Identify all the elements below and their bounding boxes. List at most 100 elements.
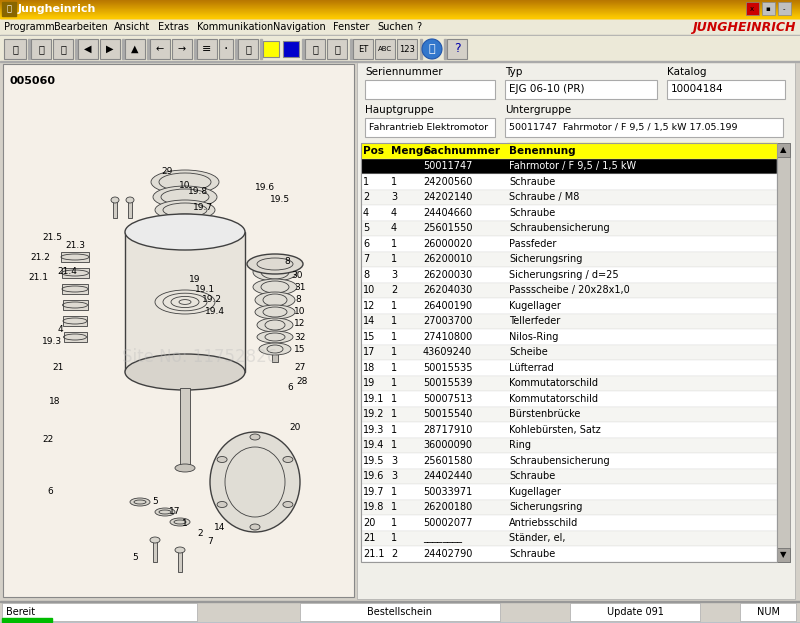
Bar (0, 8, 800, 9)
Text: 5: 5 (363, 223, 370, 233)
Text: 26204030: 26204030 (423, 285, 472, 295)
Text: 26200030: 26200030 (423, 270, 472, 280)
Text: ←: ← (156, 44, 164, 54)
Bar (361, 329, 777, 345)
Text: 8: 8 (295, 295, 301, 303)
Bar (361, 174, 777, 189)
Ellipse shape (283, 457, 293, 462)
Text: 1: 1 (391, 177, 397, 187)
Bar (746, 2, 759, 15)
Text: 24404660: 24404660 (423, 207, 472, 218)
Text: 18: 18 (363, 363, 375, 373)
Bar (0, 14, 800, 16)
Text: Jungheinrich: Jungheinrich (18, 4, 96, 14)
Text: 26400190: 26400190 (423, 301, 472, 311)
Text: 50007513: 50007513 (423, 394, 472, 404)
Text: Menge: Menge (391, 146, 430, 156)
Text: 005060: 005060 (10, 76, 56, 86)
Text: 8: 8 (284, 257, 290, 267)
Text: 3: 3 (391, 471, 397, 481)
Text: 27410800: 27410800 (423, 332, 472, 342)
Text: 29: 29 (162, 168, 173, 176)
Text: Schraubensicherung: Schraubensicherung (509, 456, 610, 466)
Text: 6: 6 (287, 383, 293, 391)
Text: 5: 5 (132, 553, 138, 561)
Text: Schraubensicherung: Schraubensicherung (509, 223, 610, 233)
Text: ET: ET (358, 44, 368, 54)
Text: 32: 32 (294, 333, 306, 341)
Text: 25601580: 25601580 (423, 456, 472, 466)
Text: 20: 20 (290, 422, 301, 432)
Text: 27: 27 (294, 363, 306, 371)
Bar (0, 601, 800, 623)
Bar (62, 284, 88, 294)
Text: Bereit: Bereit (6, 607, 35, 617)
Bar (263, 41, 279, 57)
Text: Sachnummer: Sachnummer (423, 146, 500, 156)
Text: Bürstenbrücke: Bürstenbrücke (509, 409, 580, 419)
Text: 123: 123 (399, 44, 415, 54)
Text: Suchen: Suchen (378, 22, 414, 32)
Ellipse shape (253, 279, 297, 295)
Text: 31: 31 (294, 282, 306, 292)
Bar (361, 468, 777, 484)
Text: 50033971: 50033971 (423, 487, 472, 497)
Bar (63, 316, 87, 326)
Text: Kommutatorschild: Kommutatorschild (509, 394, 598, 404)
Text: 19.4: 19.4 (363, 440, 384, 450)
Text: ________: ________ (423, 533, 462, 543)
Bar (361, 484, 777, 500)
Text: Fenster: Fenster (333, 22, 369, 32)
Bar (447, 39, 467, 59)
Text: 1: 1 (391, 239, 397, 249)
Bar (327, 39, 347, 59)
Text: Programm: Programm (4, 22, 54, 32)
Text: 28717910: 28717910 (423, 425, 472, 435)
Text: 19.1: 19.1 (363, 394, 384, 404)
Bar (361, 546, 777, 561)
Text: 25601550: 25601550 (423, 223, 473, 233)
Bar (75, 39, 77, 59)
Text: 19.5: 19.5 (363, 456, 385, 466)
Text: 1: 1 (391, 363, 397, 373)
Ellipse shape (175, 464, 195, 472)
Bar (0, 4, 800, 5)
Text: Ansicht: Ansicht (114, 22, 150, 32)
Bar (0, 15, 800, 16)
Ellipse shape (126, 197, 134, 203)
Text: Typ: Typ (505, 67, 522, 77)
Bar (0, 13, 800, 14)
Bar (361, 313, 777, 329)
Text: 7: 7 (207, 538, 213, 546)
Text: 19.2: 19.2 (202, 295, 222, 305)
Text: 14: 14 (363, 316, 375, 326)
Bar (357, 62, 795, 599)
Bar (235, 39, 237, 59)
Text: 15: 15 (294, 345, 306, 353)
Bar (0, 35, 800, 36)
Bar (777, 548, 790, 561)
Text: 18: 18 (50, 397, 61, 406)
Text: NUM: NUM (757, 607, 779, 617)
Bar (361, 500, 777, 515)
Text: Extras: Extras (158, 22, 189, 32)
Bar (361, 391, 777, 406)
Bar (762, 2, 775, 15)
Text: Ring: Ring (509, 440, 531, 450)
Text: 1: 1 (391, 301, 397, 311)
Text: ▲: ▲ (780, 146, 786, 155)
Text: 2: 2 (391, 549, 398, 559)
Text: 19.7: 19.7 (193, 202, 213, 211)
Text: Schraube: Schraube (509, 549, 555, 559)
Text: 17: 17 (363, 347, 375, 357)
Bar (178, 552, 182, 572)
Bar (0, 9, 800, 10)
Text: Hauptgruppe: Hauptgruppe (365, 105, 434, 115)
Text: 1: 1 (391, 409, 397, 419)
Text: 🏭: 🏭 (6, 4, 11, 14)
Text: 📋: 📋 (245, 44, 251, 54)
Text: Katalog: Katalog (667, 67, 706, 77)
Text: 26200010: 26200010 (423, 254, 472, 264)
Text: 21.2: 21.2 (30, 252, 50, 262)
Bar (63, 332, 86, 342)
